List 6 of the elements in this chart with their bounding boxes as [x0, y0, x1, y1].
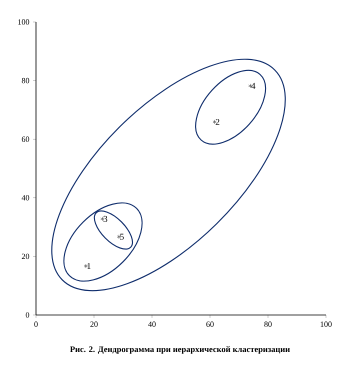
annotation: 5: [120, 234, 124, 240]
annotation: 2: [216, 118, 220, 125]
annotation: 4: [251, 82, 256, 89]
text: Рис. 2. Дендрограмма при иерархической кластеризации: [70, 346, 290, 354]
annotation: 1: [87, 263, 91, 270]
annotation: 3: [104, 216, 108, 222]
